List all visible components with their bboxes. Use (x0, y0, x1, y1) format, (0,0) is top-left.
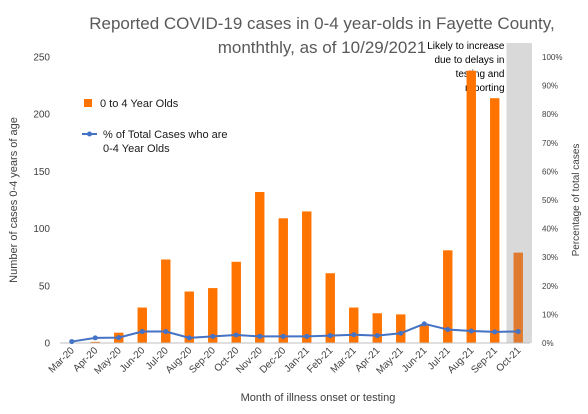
legend: 0 to 4 Year Olds % of Total Cases who ar… (82, 98, 228, 155)
y2-tick-label: 80% (542, 110, 558, 119)
chart-title-line-1: Reported COVID-19 cases in 0-4 year-olds… (89, 14, 555, 33)
x-tick-label: Dec-20 (258, 345, 289, 376)
x-tick-label: May-21 (375, 345, 407, 377)
percent-point (69, 339, 75, 345)
legend-line-label-2: 0-4 Year Olds (103, 143, 170, 155)
bar (161, 259, 171, 343)
percent-point (515, 329, 521, 335)
bar-series (90, 70, 523, 344)
percent-line (71, 322, 519, 343)
percent-point (327, 333, 333, 339)
y-axis-ticks: 0 50 100 150 200 250 (33, 53, 50, 350)
y2-tick-label: 0% (542, 339, 554, 348)
x-tick-label: Mar-20 (47, 345, 77, 375)
y2-axis-ticks: 0% 10% 20% 30% 40% 50% 60% 70% 80% 90% 100% (542, 53, 562, 348)
x-tick-label: Sep-21 (469, 345, 500, 376)
percent-point (304, 333, 310, 339)
x-tick-label: Mar-21 (329, 345, 359, 375)
percent-point (280, 333, 286, 339)
y2-tick-label: 50% (542, 196, 558, 205)
annotation-line: due to delays in (434, 55, 504, 66)
bar (255, 191, 265, 343)
percent-point (92, 335, 98, 341)
y-tick-label: 150 (33, 167, 50, 178)
bar (372, 313, 382, 343)
percent-point (139, 329, 145, 335)
y-axis-label: Number of cases 0-4 years of age (8, 117, 20, 283)
x-tick-label: Jun-20 (118, 345, 148, 375)
x-axis-label: Month of illness onset or testing (241, 392, 396, 404)
bar (325, 273, 335, 343)
percent-point (233, 332, 239, 338)
percent-point (374, 333, 380, 339)
y2-tick-label: 30% (542, 253, 558, 262)
y2-tick-label: 10% (542, 310, 558, 319)
percent-point (421, 321, 427, 327)
annotation-line: reporting (465, 83, 504, 94)
bar (208, 288, 218, 343)
percent-point (163, 329, 169, 335)
bar (349, 307, 359, 343)
y-tick-label: 0 (44, 339, 50, 350)
x-axis-ticks: Mar-20Apr-20May-20Jun-20Jul-20Aug-20Sep-… (47, 345, 524, 377)
percent-point (398, 330, 404, 336)
percent-point (445, 327, 451, 333)
x-tick-label: Sep-20 (187, 345, 218, 376)
y-tick-label: 250 (33, 53, 50, 64)
bar (278, 218, 288, 343)
y2-axis-label: Percentage of total cases (571, 144, 582, 257)
annotation-line: Likely to increase (427, 41, 505, 52)
bar (137, 307, 147, 343)
bar (513, 252, 523, 343)
bar (302, 211, 312, 343)
x-tick-label: Jun-21 (400, 345, 430, 375)
y2-tick-label: 20% (542, 282, 558, 291)
legend-line-marker (87, 131, 92, 137)
annotation-delay-note: Likely to increase due to delays in testin… (427, 41, 505, 94)
bar (443, 250, 453, 343)
x-tick-label: May-20 (93, 345, 125, 377)
x-tick-label: Oct-21 (494, 345, 523, 374)
percent-point (210, 333, 216, 339)
percent-point (116, 335, 122, 341)
y-tick-label: 100 (33, 224, 50, 235)
percent-point (468, 328, 474, 334)
y2-tick-label: 60% (542, 167, 558, 176)
percent-point (351, 332, 357, 338)
legend-bar-label: 0 to 4 Year Olds (100, 98, 179, 110)
legend-line-label-1: % of Total Cases who are (103, 129, 228, 141)
y2-tick-label: 40% (542, 225, 558, 234)
y2-tick-label: 90% (542, 82, 558, 91)
y2-tick-label: 70% (542, 139, 558, 148)
bar (90, 341, 100, 343)
bar (419, 324, 429, 343)
percent-point (186, 335, 192, 341)
line-series (69, 321, 521, 345)
chart-title-line-2: monththly, as of 10/29/2021 (218, 38, 427, 57)
y2-tick-label: 100% (542, 53, 562, 62)
bar (466, 70, 476, 343)
percent-point (257, 333, 263, 339)
percent-point (492, 329, 498, 335)
annotation-line: testing and (456, 69, 505, 80)
y-tick-label: 200 (33, 110, 50, 121)
bar (184, 291, 194, 343)
y-tick-label: 50 (39, 281, 51, 292)
legend-bar-swatch (84, 99, 92, 107)
bar (396, 314, 406, 343)
bar (490, 98, 500, 344)
bar (231, 261, 241, 343)
